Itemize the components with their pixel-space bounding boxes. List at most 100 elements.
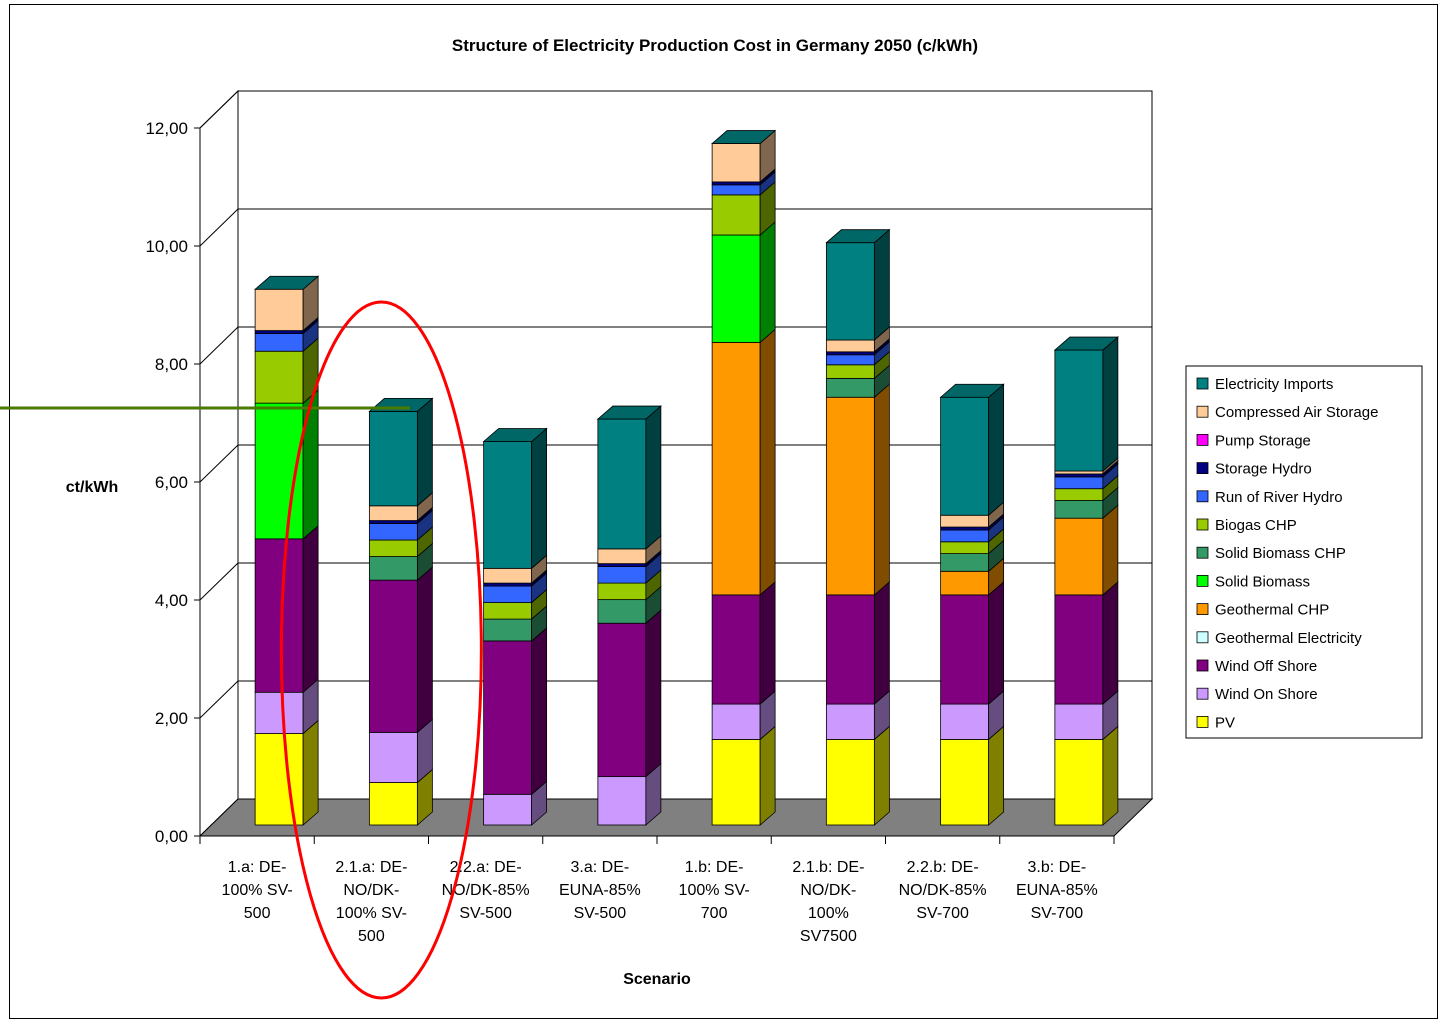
bar-segment-front [597, 776, 647, 826]
bar-segment-front [254, 330, 304, 334]
y-tick-label: 12,00 [145, 119, 188, 138]
legend-label: Storage Hydro [1215, 461, 1312, 478]
y-tick-label: 0,00 [155, 827, 188, 846]
bar-segment-front [368, 539, 418, 557]
floor [198, 798, 1154, 837]
bar-segment-front [254, 538, 304, 693]
bar-segment-side [873, 581, 890, 705]
bar-top [596, 405, 662, 420]
gridline-depth [199, 562, 239, 601]
x-tick-label: 2.1.a: DE-NO/DK-100% SV-500 [335, 859, 407, 945]
bar-top [939, 383, 1005, 398]
gridline-depth [199, 326, 239, 365]
legend-label: Compressed Air Storage [1215, 404, 1378, 421]
bar-segment-front [825, 377, 875, 398]
legend-label: Pump Storage [1215, 432, 1311, 449]
legend-swatch [1196, 405, 1209, 418]
bar-segment-front [940, 514, 990, 528]
legend-swatch [1196, 687, 1209, 700]
legend-swatch [1196, 518, 1209, 531]
bar-segment-side [988, 383, 1005, 517]
legend-swatch [1196, 490, 1209, 503]
bar-segment-side [416, 397, 433, 507]
legend-label: Wind On Shore [1215, 686, 1318, 703]
bar-segment-front [597, 599, 647, 624]
bar-segment-side [873, 725, 890, 826]
bar-segment-front [483, 585, 533, 603]
legend-swatch [1196, 546, 1209, 559]
bar-segment-front [1054, 594, 1104, 705]
legend-swatch [1196, 631, 1209, 644]
bar-segment-front [940, 553, 990, 572]
bar-segment-front [597, 563, 647, 567]
x-tick-label: 2.2.a: DE-NO/DK-85% SV-500 [442, 859, 530, 922]
x-axis-label: Scenario [623, 971, 691, 988]
bar-segment-front [1054, 517, 1104, 596]
x-tick-label: 3.b: DE-EUNA-85% SV-700 [1016, 859, 1098, 922]
bar-segment-front [940, 541, 990, 554]
bar-segment-front [597, 418, 647, 550]
legend-label: Solid Biomass [1215, 573, 1310, 590]
bar-segment-front [483, 618, 533, 642]
legend-box [1185, 365, 1423, 739]
bar-segment-front [368, 782, 418, 826]
bar-segment-front [597, 548, 647, 565]
legend: Electricity Imports Compressed Air Storag… [1185, 365, 1423, 739]
bar-segment-front [368, 579, 418, 733]
bar-segment-side [1102, 504, 1119, 596]
bar-segment-front [825, 354, 875, 366]
bar-segment-front [711, 341, 761, 596]
bar-segment-front [711, 739, 761, 826]
bar-segment-side [759, 221, 776, 344]
y-tick-label: 2,00 [155, 709, 188, 728]
bar-top [711, 130, 777, 144]
y-tick-label: 8,00 [155, 355, 188, 374]
bar-segment-front [940, 529, 990, 543]
bar-segment-front [825, 364, 875, 379]
bar-segment-front [940, 739, 990, 826]
bar-segment-front [825, 351, 875, 356]
legend-label: Wind Off Shore [1215, 658, 1317, 675]
x-tick-label: 2.2.b: DE-NO/DK-85% SV-700 [899, 859, 987, 922]
bar-top [254, 275, 320, 290]
gridline-depth [199, 444, 239, 483]
bar-segment-front [711, 181, 761, 186]
y-axis-label: ct/kWh [66, 479, 118, 496]
bar-segment-front [940, 526, 990, 531]
bar-segment-front [368, 523, 418, 541]
bar-segment-side [873, 228, 890, 341]
x-tick-label: 1.a: DE-100% SV-500 [222, 859, 293, 922]
bar-segment-front [1054, 473, 1104, 478]
chart-title: Structure of Electricity Production Cost… [452, 36, 978, 55]
bar-segment-front [825, 594, 875, 705]
legend-label: PV [1215, 714, 1235, 731]
bar-segment-front [711, 184, 761, 196]
legend-label: Geothermal CHP [1215, 602, 1329, 619]
x-tick-label: 2.1.b: DE-NO/DK-100% SV7500 [792, 859, 864, 945]
bar-segment-front [483, 567, 533, 584]
gridline-depth [199, 680, 239, 719]
bar-segment-front [1054, 703, 1104, 740]
legend-label: Biogas CHP [1215, 517, 1297, 534]
bar-segment-side [645, 609, 662, 778]
bar-segment-front [711, 194, 761, 236]
bar-segment-front [1054, 500, 1104, 519]
bar-segment-front [825, 703, 875, 740]
bar-segment-front [254, 350, 304, 404]
legend-swatch [1196, 659, 1209, 672]
bar-top [482, 428, 548, 442]
bar-segment-side [302, 389, 319, 540]
x-tick-label: 1.b: DE-100% SV-700 [679, 859, 750, 922]
bar-top [825, 229, 891, 244]
bar-segment-front [254, 288, 304, 331]
bar-segment-front [483, 582, 533, 587]
bar-segment-front [940, 396, 990, 516]
legend-swatch [1196, 462, 1209, 475]
bar-segment-front [483, 793, 533, 826]
bar-segment-front [483, 602, 533, 620]
bar-segment-front [254, 333, 304, 352]
bar-segment-front [825, 396, 875, 596]
bar-segment-front [825, 339, 875, 353]
bar-segment-front [940, 594, 990, 705]
